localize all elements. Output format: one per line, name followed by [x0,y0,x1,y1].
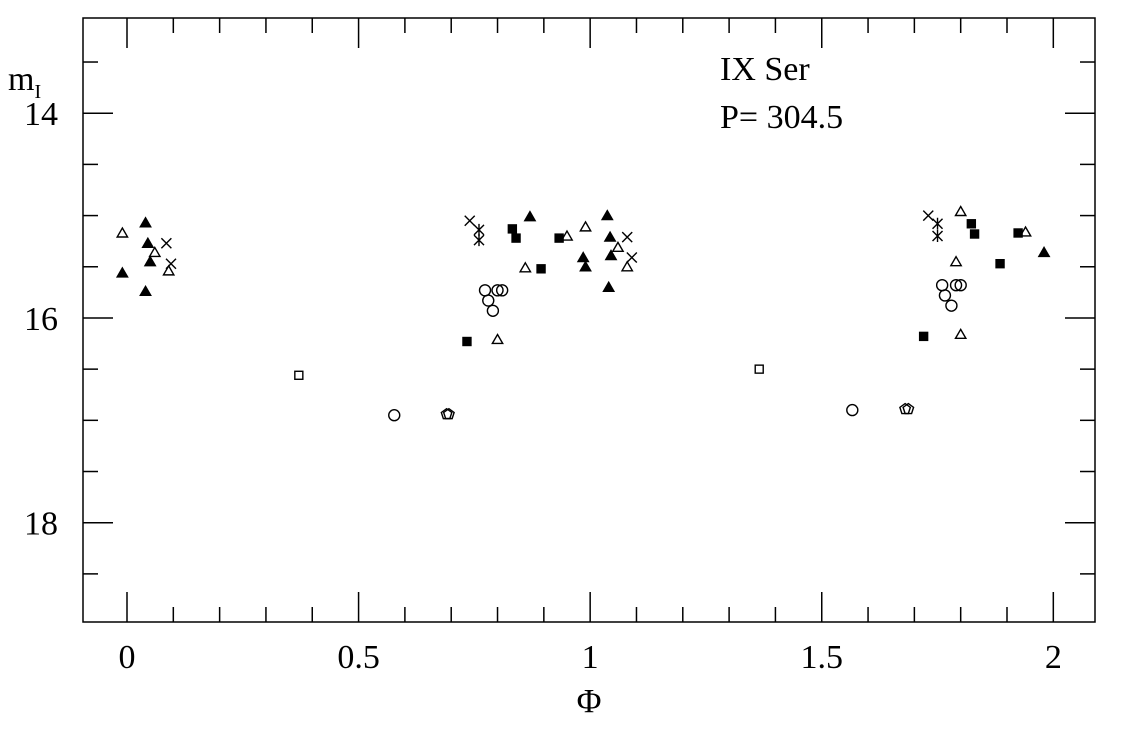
point [491,333,504,345]
point [938,289,952,302]
y-tick-label: 14 [24,96,58,133]
point [611,240,625,253]
point [922,210,934,222]
point [995,258,1005,269]
point [442,407,455,420]
x-tick-label: 1 [582,639,599,676]
point [954,278,967,292]
point [576,251,590,263]
point [846,403,859,417]
point [518,261,532,273]
x-tick-label: 2 [1045,639,1062,676]
point [464,215,476,227]
point [969,229,980,239]
point [139,284,152,297]
y-axis-label-subscript: I [34,81,41,103]
point [579,220,592,232]
point [536,264,546,274]
y-axis-label-main: m [8,61,34,98]
point [388,409,401,422]
point [932,230,944,243]
x-tick-label: 1.5 [800,639,843,676]
point [162,264,176,276]
y-tick-label: 18 [24,506,58,543]
point [482,294,495,307]
point [954,205,968,217]
point [495,284,509,297]
point [560,229,574,241]
point [1037,246,1051,258]
point [473,223,485,236]
point [523,210,537,222]
point [486,304,500,317]
point [1019,225,1032,237]
point [115,266,129,278]
point [949,278,963,292]
point [603,230,617,242]
point [139,216,152,228]
point [294,370,304,380]
point [954,327,968,340]
x-tick-label: 0.5 [337,639,380,676]
point [626,252,638,264]
point [554,233,564,243]
point [160,237,172,249]
y-tick-label: 16 [24,301,58,338]
point [602,280,616,292]
point [1013,228,1023,238]
y-axis-label: mI [8,61,41,103]
point [478,284,492,297]
point [935,278,949,292]
point [462,336,472,347]
point [473,234,485,247]
point [620,260,634,272]
point [511,233,521,243]
annotation: IX Ser [720,51,810,88]
point [579,260,592,272]
point [141,236,155,248]
point [165,258,177,270]
point [148,246,162,258]
point [949,255,963,267]
point [621,231,633,243]
x-axis-label: Φ [577,683,602,720]
x-tick-label: 0 [119,639,136,676]
plot-frame [82,17,1096,623]
point [918,331,929,342]
point [945,299,958,312]
point [143,255,157,267]
point [600,209,614,221]
point [902,402,915,415]
point [754,364,764,374]
point [115,226,129,238]
point [507,224,518,234]
point [966,219,977,229]
point [491,284,504,297]
point [932,217,944,230]
annotation: P= 304.5 [720,99,843,136]
point [604,249,618,261]
